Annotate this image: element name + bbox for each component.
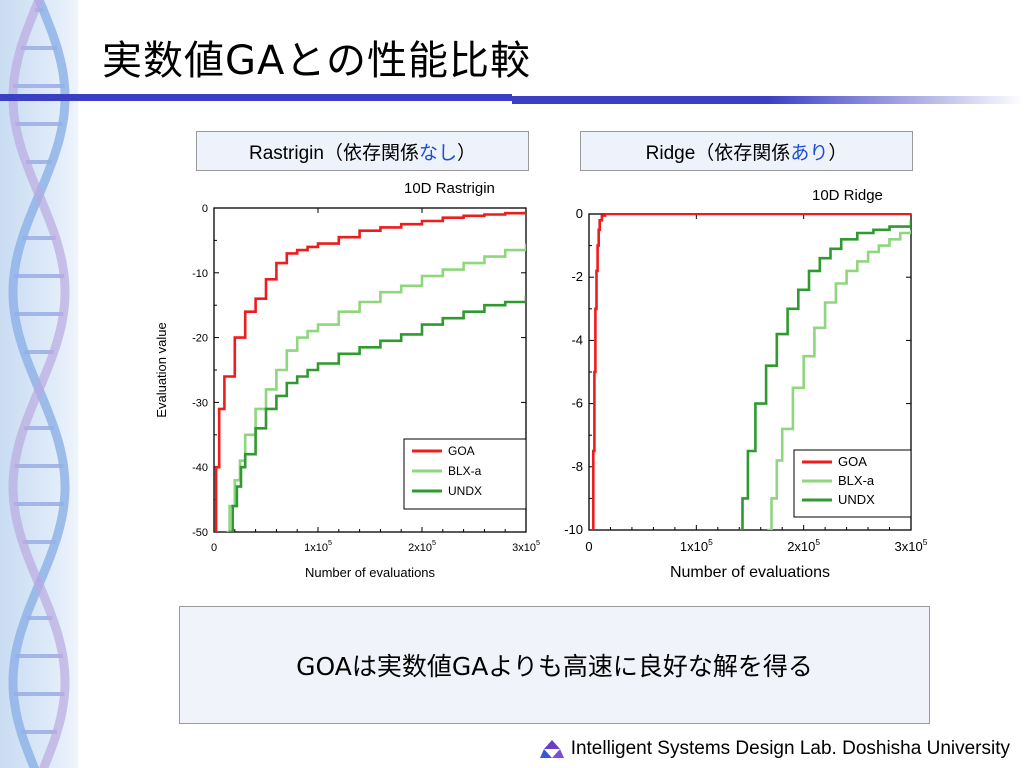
series-line-undx [739, 220, 911, 530]
y-tick-label: -10 [564, 522, 583, 537]
rastrigin-label-suffix: ） [456, 142, 476, 164]
ridge-label-box: Ridge（依存関係 あり） [580, 131, 913, 171]
title-rule [0, 94, 1024, 104]
ridge-label-highlight: あり [790, 142, 829, 164]
x-tick-label-exponent: 5 [815, 537, 820, 547]
x-tick-label: 1x105 [304, 539, 332, 554]
legend-label: UNDX [448, 484, 482, 498]
x-tick-label-exponent: 5 [328, 539, 332, 547]
y-tick-label: -2 [571, 269, 583, 284]
y-tick-label: -10 [192, 268, 208, 280]
page-title: 実数値GAとの性能比較 [102, 38, 531, 84]
x-tick-label: 2x105 [408, 539, 436, 554]
rastrigin-label-box: Rastrigin（依存関係 なし） [196, 131, 529, 171]
y-tick-label: -6 [571, 396, 583, 411]
x-tick-label: 0 [585, 539, 592, 554]
rastrigin-chart-title: 10D Rastrigin [404, 180, 495, 197]
series-line-goa [592, 214, 911, 530]
y-tick-label: -4 [571, 332, 583, 347]
series-line-blx-a [767, 229, 911, 530]
chart-legend: GOA BLX-a UNDX [793, 449, 912, 518]
x-axis-label: Number of evaluations [305, 565, 436, 580]
series-line-undx [228, 295, 526, 532]
y-tick-label: -8 [571, 459, 583, 474]
x-tick-label-base: 0 [211, 542, 217, 554]
conclusion-box: GOAは実数値GAよりも高速に良好な解を得る [179, 606, 930, 724]
ridge-chart-title: 10D Ridge [812, 187, 883, 204]
x-tick-label-base: 2x10 [408, 542, 432, 554]
rastrigin-label-prefix: Rastrigin（依存関係 [248, 142, 419, 164]
x-tick-label-exponent: 5 [923, 537, 928, 547]
x-tick-label: 2x105 [787, 537, 820, 554]
y-tick-label: 0 [576, 206, 583, 221]
y-tick-label: -20 [192, 333, 208, 345]
y-axis-label: Evaluation value [154, 322, 169, 417]
y-tick-label: -50 [192, 527, 208, 539]
x-tick-label-base: 2x10 [787, 539, 815, 554]
dna-helix-icon [8, 0, 70, 768]
x-tick-label-base: 0 [585, 539, 592, 554]
x-tick-label-exponent: 5 [708, 537, 713, 547]
x-tick-label-base: 3x10 [895, 539, 923, 554]
legend-label: UNDX [838, 492, 875, 507]
legend-label: BLX-a [838, 473, 875, 488]
legend-label: GOA [448, 444, 475, 458]
rastrigin-label-highlight: なし [418, 142, 457, 164]
y-tick-label: -30 [192, 397, 208, 409]
legend-label: BLX-a [448, 464, 482, 478]
footer: Intelligent Systems Design Lab. Doshisha… [539, 738, 1010, 760]
x-axis-label: Number of evaluations [670, 564, 830, 581]
y-tick-label: -40 [192, 462, 208, 474]
x-tick-label-base: 1x10 [304, 542, 328, 554]
footer-text: Intelligent Systems Design Lab. Doshisha… [570, 738, 1010, 759]
legend-label: GOA [838, 454, 867, 469]
series-line-goa [214, 211, 526, 532]
ridge-label-prefix: Ridge（依存関係 [645, 142, 791, 164]
x-tick-label: 3x105 [512, 539, 540, 554]
y-tick-label: 0 [202, 203, 208, 215]
x-tick-label: 0 [211, 542, 217, 554]
chart-legend: GOA BLX-a UNDX [403, 438, 527, 510]
conclusion-text: GOAは実数値GAよりも高速に良好な解を得る [296, 652, 813, 681]
ridge-label-suffix: ） [828, 142, 848, 164]
lab-logo-icon [539, 740, 564, 758]
x-tick-label-exponent: 5 [536, 539, 540, 547]
dna-sidebar-decoration [0, 0, 78, 768]
x-tick-label: 1x105 [680, 537, 713, 554]
x-tick-label: 3x105 [895, 537, 928, 554]
x-tick-label-base: 1x10 [680, 539, 708, 554]
x-tick-label-base: 3x10 [512, 542, 536, 554]
x-tick-label-exponent: 5 [432, 539, 436, 547]
